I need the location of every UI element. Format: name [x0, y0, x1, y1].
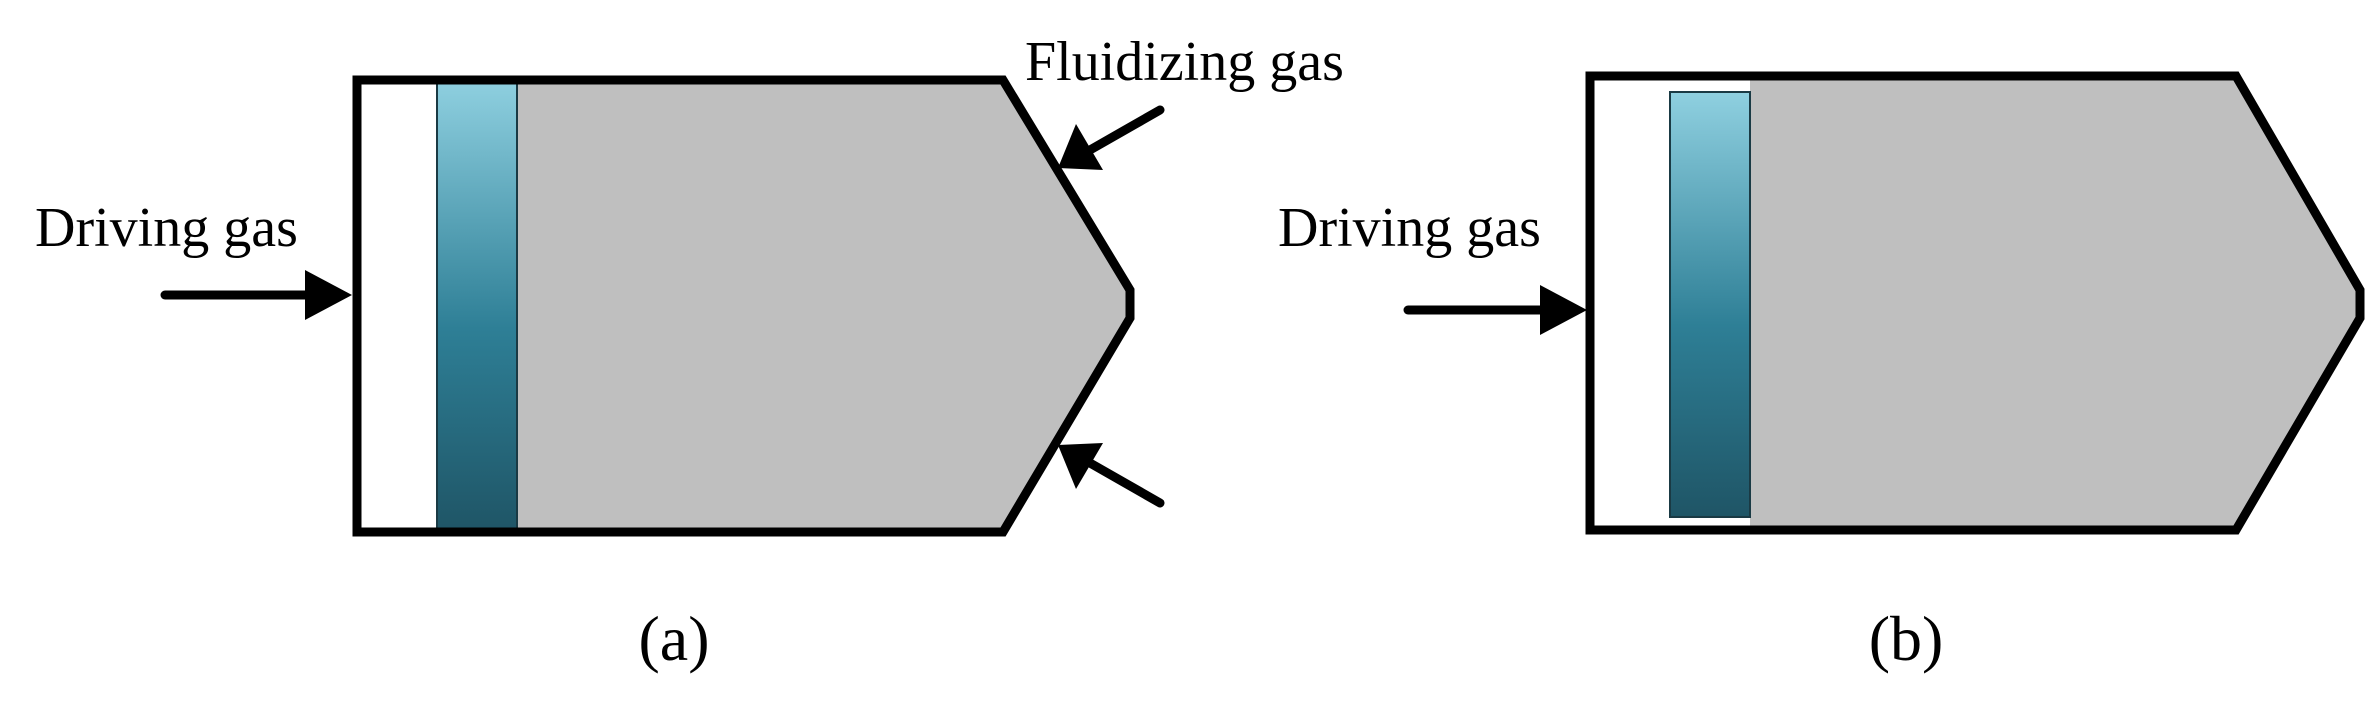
panel-a-caption: (a) [638, 603, 709, 674]
panel-a-piston [436, 79, 518, 533]
panel-a-driving-gas-label: Driving gas [35, 197, 298, 259]
panel-a: Driving gas Fluidizing gas (a) [35, 31, 1344, 674]
panel-a-driving-gas-arrow [160, 270, 352, 320]
panel-b-powder-region [1750, 76, 2360, 530]
panel-b-driving-gas-label: Driving gas [1278, 197, 1541, 259]
panel-b: Driving gas (b) [1278, 71, 2365, 674]
panel-a-fluidizing-gas-lower-arrow [1058, 443, 1165, 508]
panel-b-piston [1669, 91, 1751, 518]
panel-b-driving-gas-arrow [1403, 285, 1587, 335]
panel-a-fluidizing-gas-upper-arrow [1058, 105, 1165, 170]
panel-b-caption: (b) [1869, 603, 1944, 674]
panel-a-fluidizing-gas-label: Fluidizing gas [1025, 31, 1344, 93]
panel-a-powder-region [515, 80, 1130, 532]
panel-a-vessel-outline [352, 75, 1135, 537]
panel-b-vessel-outline [1585, 71, 2365, 535]
